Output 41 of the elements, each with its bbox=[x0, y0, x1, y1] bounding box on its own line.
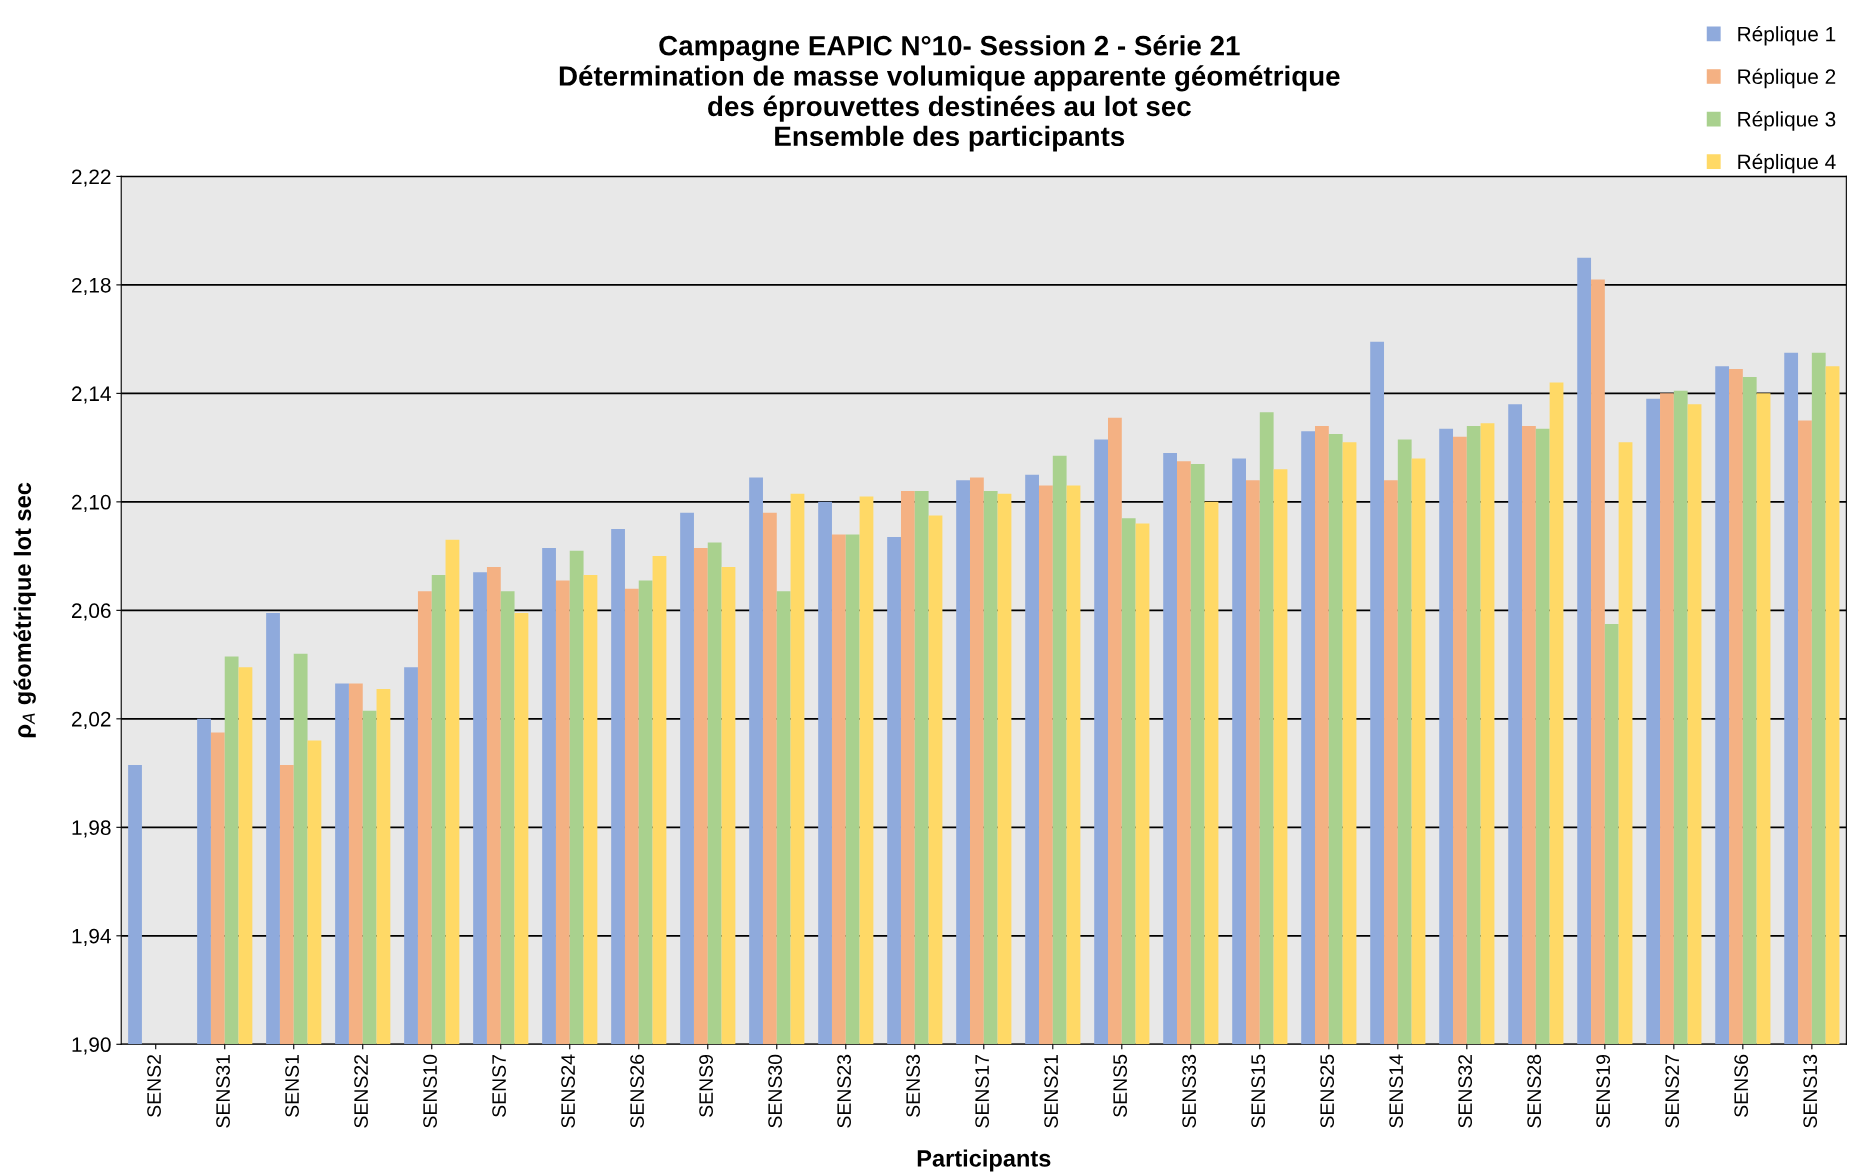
x-tick-label: SENS19 bbox=[1596, 1054, 1611, 1128]
x-tick-label: SENS5 bbox=[1113, 1054, 1128, 1117]
x-tick-label: SENS1 bbox=[285, 1054, 299, 1117]
y-axis-title: ρ$_{A}$ géométrique lot sec bbox=[13, 482, 36, 738]
x-tick-label: SENS9 bbox=[699, 1054, 713, 1117]
chart-title: Campagne EAPIC N°10- Session 2 - Série 21 Détermination de masse volumique apparente géométrique des éprouvettes destinées au lot sec Ensemble des participants bbox=[559, 34, 1340, 152]
x-tick-label: SENS23 bbox=[837, 1054, 851, 1128]
x-tick-label: SENS10 bbox=[423, 1054, 437, 1128]
x-tick-label: SENS33 bbox=[1182, 1054, 1197, 1128]
x-tick-label: SENS25 bbox=[1320, 1054, 1335, 1128]
legend-label: Réplique 4 bbox=[1738, 153, 1836, 174]
x-axis-title: Participants bbox=[917, 1149, 1051, 1172]
legend-label: Réplique 1 bbox=[1738, 25, 1836, 46]
x-tick-label: SENS15 bbox=[1251, 1054, 1266, 1128]
x-tick-label: SENS27 bbox=[1665, 1054, 1680, 1128]
x-tick-label: SENS30 bbox=[768, 1054, 782, 1128]
legend-label: Réplique 3 bbox=[1738, 111, 1836, 131]
x-tick-label: SENS13 bbox=[1803, 1054, 1818, 1128]
y-tick-label: 2,14 bbox=[72, 386, 111, 404]
x-tick-label: SENS22 bbox=[354, 1054, 368, 1128]
x-tick-label: SENS6 bbox=[1734, 1054, 1749, 1117]
x-tick-label: SENS2 bbox=[147, 1054, 161, 1117]
y-tick-label: 1,94 bbox=[72, 928, 111, 947]
legend-label: Réplique 2 bbox=[1738, 68, 1836, 89]
y-tick-label: 2,22 bbox=[72, 169, 111, 187]
y-tick-label: 2,10 bbox=[72, 494, 111, 513]
y-tick-label: 2,06 bbox=[72, 603, 111, 621]
x-tick-label: SENS32 bbox=[1458, 1054, 1473, 1128]
x-tick-label: SENS3 bbox=[906, 1054, 920, 1117]
x-tick-label: SENS31 bbox=[216, 1054, 230, 1128]
y-tick-label: 2,02 bbox=[72, 711, 111, 730]
x-tick-label: SENS28 bbox=[1527, 1054, 1542, 1128]
x-tick-label: SENS21 bbox=[1044, 1054, 1059, 1128]
y-tick-label: 2,18 bbox=[72, 277, 111, 296]
x-tick-label: SENS14 bbox=[1389, 1054, 1404, 1128]
y-tick-label: 1,98 bbox=[72, 820, 111, 838]
x-tick-label: SENS17 bbox=[975, 1054, 990, 1128]
x-tick-label: SENS24 bbox=[561, 1054, 575, 1128]
x-tick-label: SENS7 bbox=[492, 1054, 506, 1117]
y-tick-label: 1,90 bbox=[72, 1037, 111, 1055]
x-tick-label: SENS26 bbox=[630, 1054, 644, 1128]
